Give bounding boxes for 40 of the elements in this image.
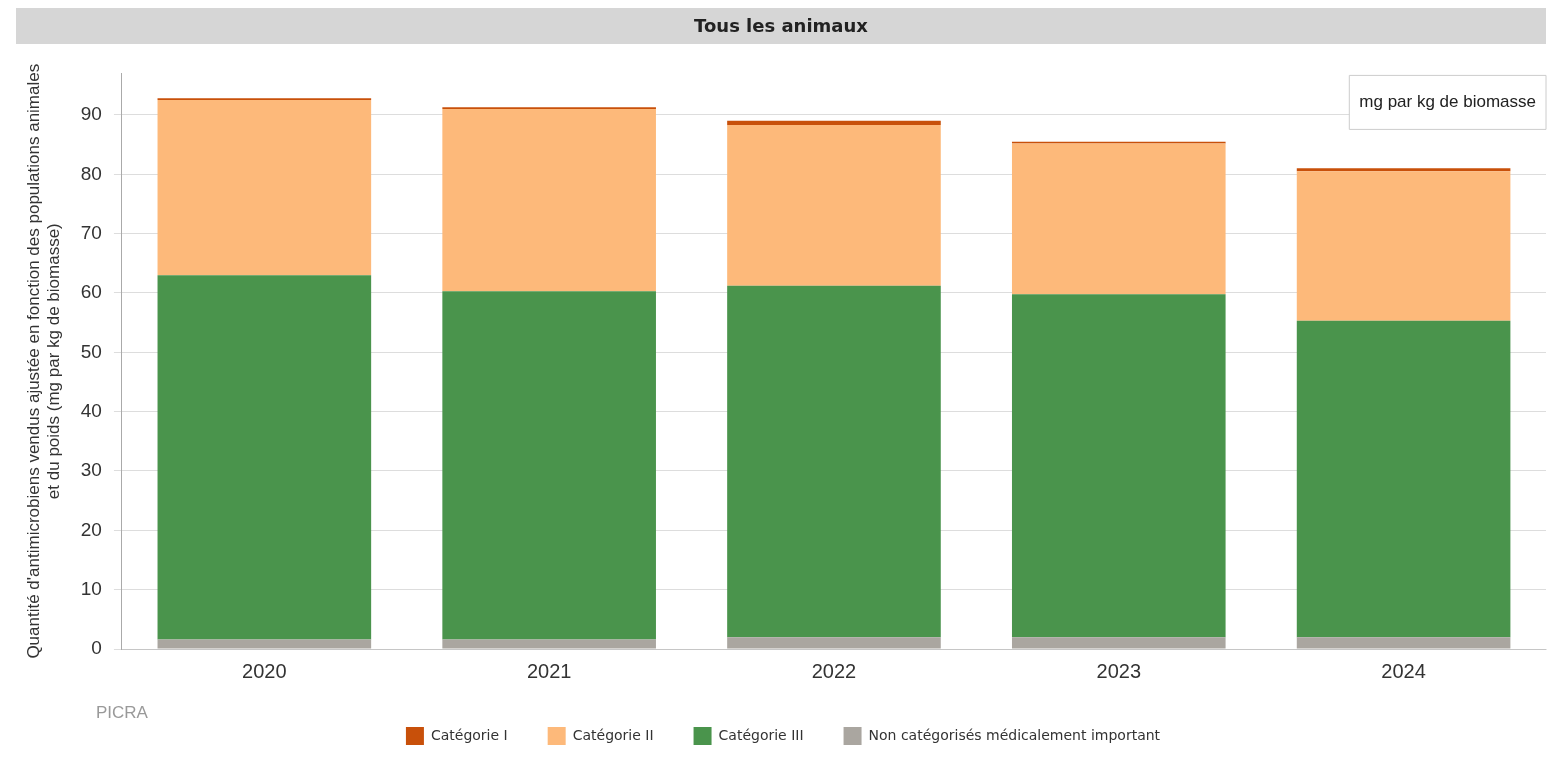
x-tick-label: 2020	[242, 659, 287, 682]
bar	[727, 120, 941, 126]
bar	[157, 275, 372, 640]
bar	[727, 125, 941, 286]
bar	[1296, 637, 1511, 649]
bar	[442, 291, 656, 640]
legend-label: Catégorie II	[572, 726, 654, 743]
y-tick-label: 80	[80, 162, 102, 184]
y-tick-label: 0	[91, 637, 102, 659]
bar	[1296, 168, 1511, 172]
bar	[442, 639, 656, 649]
x-tick-label: 2021	[526, 659, 572, 682]
y-tick-label: 40	[80, 399, 102, 421]
legend-label: Catégorie III	[718, 726, 804, 743]
bar	[157, 639, 372, 649]
bar	[1011, 143, 1226, 295]
y-tick-label: 50	[80, 340, 102, 362]
y-tick-label: 60	[80, 281, 102, 303]
legend-label: Non catégorisés médicalement important	[868, 726, 1161, 743]
bar	[1011, 637, 1226, 649]
y-tick-label: 70	[80, 221, 102, 243]
bar	[727, 285, 941, 638]
bar	[727, 637, 941, 649]
legend-label: Catégorie I	[430, 726, 508, 743]
y-axis-title: Quantité d'antimicrobiens vendus ajustée en fonction des populations animales et du poids (mg par kg de biomasse)	[23, 63, 64, 659]
y-tick-label: 90	[80, 103, 102, 125]
y-tick-label: 20	[80, 518, 102, 540]
chart-title: Tous les animaux	[16, 8, 1546, 44]
annotation: mg par kg de biomasse	[1359, 92, 1536, 112]
x-tick-label: 2024	[1381, 659, 1426, 682]
x-tick-label: 2022	[811, 659, 857, 682]
bar	[1296, 171, 1511, 321]
y-tick-label: 10	[80, 577, 102, 599]
bar	[1296, 320, 1511, 638]
text: PICRA	[96, 702, 149, 722]
bar	[442, 109, 656, 292]
y-tick-label: 30	[80, 459, 102, 481]
bar	[157, 100, 372, 276]
x-tick-label: 2023	[1096, 659, 1142, 682]
bar	[1011, 294, 1226, 638]
